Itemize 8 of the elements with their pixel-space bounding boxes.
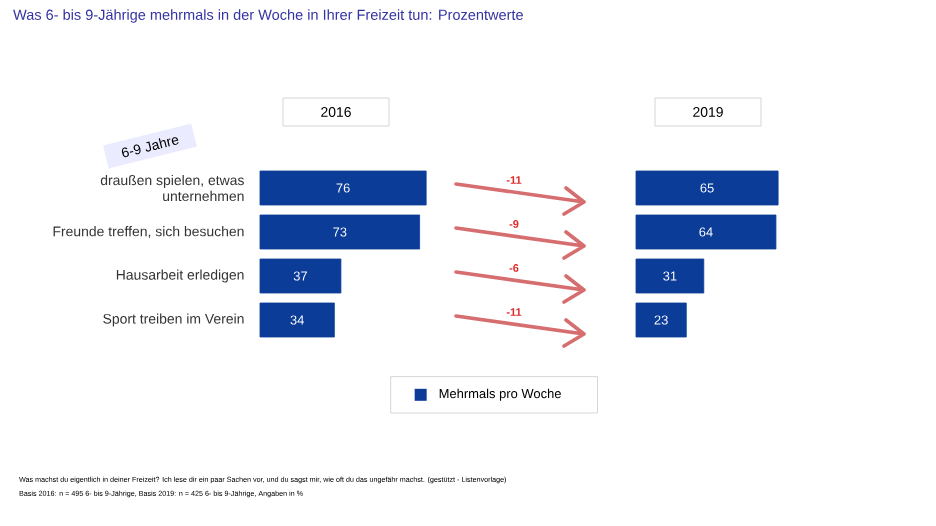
bar (259, 302, 335, 338)
bar (635, 170, 779, 206)
bar (635, 258, 705, 294)
bar (259, 258, 342, 294)
bar (635, 214, 777, 250)
bar (259, 170, 427, 206)
bar (635, 302, 687, 338)
bar (259, 214, 420, 250)
